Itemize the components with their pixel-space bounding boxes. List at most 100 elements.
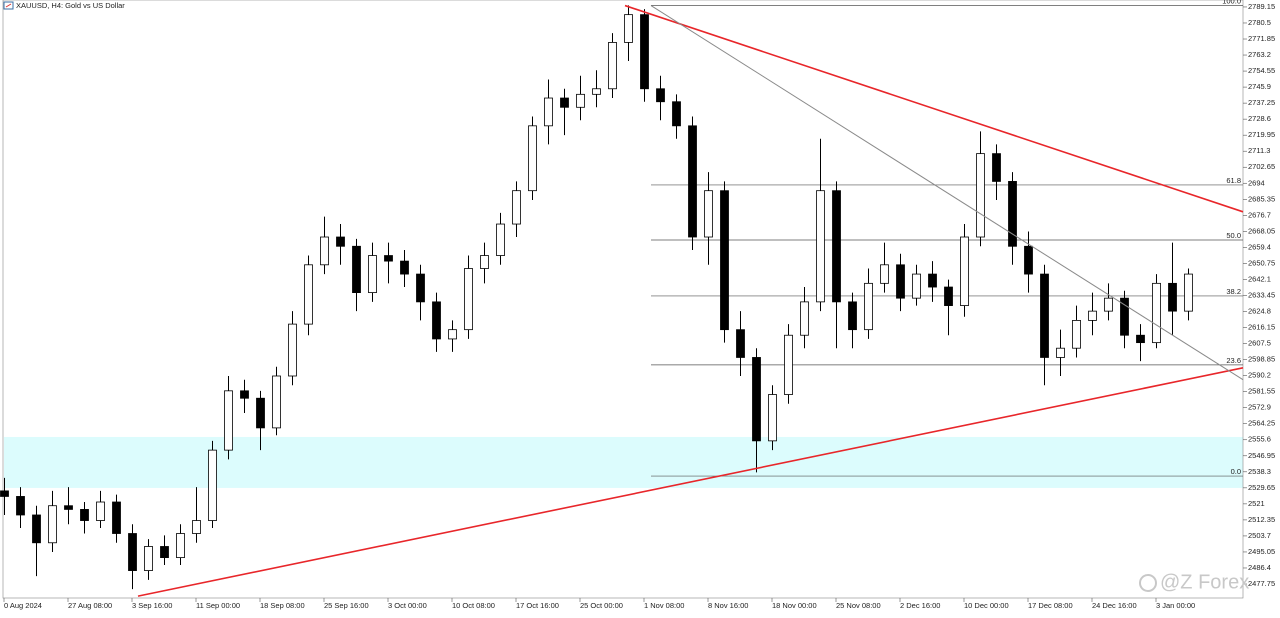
- x-tick-label: 18 Nov 00:00: [772, 601, 817, 610]
- x-tick-label: 11 Sep 00:00: [196, 601, 240, 610]
- candle-body: [800, 301, 809, 336]
- fib-label: 50.0: [1226, 231, 1241, 240]
- watermark: @Z Forex: [1139, 571, 1249, 593]
- candle-body: [816, 190, 825, 303]
- chart-title: XAUUSD, H4: Gold vs US Dollar: [16, 1, 125, 10]
- candle-body: [1040, 273, 1049, 358]
- candle-body: [224, 390, 233, 451]
- candle-body: [608, 42, 617, 90]
- fib-label: 0.0: [1231, 467, 1241, 476]
- fib-label: 100.0: [1222, 0, 1241, 5]
- candle-body: [64, 505, 73, 510]
- y-tick-label: 2685.35: [1248, 194, 1275, 203]
- candle-body: [896, 264, 905, 299]
- candle-body: [160, 546, 169, 559]
- watermark-text: @Z Forex: [1160, 571, 1249, 593]
- candle-body: [320, 236, 329, 266]
- candle-body: [592, 88, 601, 95]
- title-icon: [3, 1, 14, 10]
- candle-body: [720, 190, 729, 331]
- candle-body: [640, 14, 649, 90]
- y-tick-label: 2538.3: [1248, 467, 1271, 476]
- candle-body: [704, 190, 713, 238]
- candle-body: [432, 301, 441, 340]
- candle-body: [512, 190, 521, 225]
- y-tick-label: 2650.75: [1248, 258, 1275, 267]
- x-tick-label: 3 Jan 00:00: [1156, 601, 1195, 610]
- candle-body: [1024, 245, 1033, 275]
- y-tick-label: 2486.4: [1248, 563, 1271, 572]
- candle-body: [16, 496, 25, 516]
- candle-body: [48, 505, 57, 544]
- candle-body: [1136, 334, 1145, 344]
- y-tick-label: 2624.8: [1248, 306, 1271, 315]
- candle-body: [864, 282, 873, 331]
- y-tick-label: 2702.65: [1248, 162, 1275, 171]
- candle-body: [1152, 282, 1161, 344]
- y-tick-label: 2521: [1248, 499, 1265, 508]
- x-tick-label: 3 Sep 16:00: [132, 601, 172, 610]
- y-tick-label: 2737.25: [1248, 98, 1275, 107]
- candle-body: [0, 490, 9, 497]
- x-tick-label: 27 Aug 08:00: [68, 601, 112, 610]
- y-tick-label: 2598.85: [1248, 355, 1275, 364]
- y-tick-label: 2668.05: [1248, 226, 1275, 235]
- candle-body: [944, 286, 953, 306]
- y-tick-label: 2642.1: [1248, 274, 1271, 283]
- candle-body: [416, 273, 425, 303]
- y-tick-label: 2564.25: [1248, 419, 1275, 428]
- y-tick-label: 2503.7: [1248, 531, 1271, 540]
- x-tick-label: 17 Dec 08:00: [1028, 601, 1073, 610]
- x-tick-label: 24 Dec 16:00: [1092, 601, 1137, 610]
- candle-body: [1168, 282, 1177, 312]
- candle-body: [544, 97, 553, 127]
- candle-body: [880, 264, 889, 284]
- x-tick-label: 10 Dec 00:00: [964, 601, 1009, 610]
- x-tick-label: 25 Oct 00:00: [580, 601, 623, 610]
- candle-body: [1056, 347, 1065, 358]
- candle-body: [480, 255, 489, 269]
- y-tick-label: 2546.95: [1248, 451, 1275, 460]
- candle-body: [352, 245, 361, 294]
- y-tick-label: 2633.45: [1248, 290, 1275, 299]
- candle-body: [576, 93, 585, 108]
- candle-body: [656, 88, 665, 103]
- candle-body: [176, 533, 185, 559]
- candle-body: [368, 255, 377, 294]
- y-tick-label: 2581.55: [1248, 387, 1275, 396]
- candle-body: [208, 449, 217, 521]
- y-tick-label: 2512.35: [1248, 515, 1275, 524]
- candle-body: [528, 125, 537, 192]
- y-tick-label: 2590.2: [1248, 371, 1271, 380]
- candle-body: [960, 236, 969, 306]
- candle-body: [96, 501, 105, 521]
- candle-body: [848, 301, 857, 331]
- y-tick-label: 2771.85: [1248, 34, 1275, 43]
- candle-body: [1088, 310, 1097, 321]
- candle-body: [32, 514, 41, 544]
- candle-body: [1072, 320, 1081, 349]
- candle-body: [448, 329, 457, 340]
- y-tick-label: 2745.9: [1248, 82, 1271, 91]
- y-tick-label: 2763.2: [1248, 50, 1271, 59]
- y-tick-label: 2495.05: [1248, 547, 1275, 556]
- trendline: [650, 5, 1244, 381]
- candle-body: [240, 390, 249, 399]
- x-tick-label: 17 Oct 16:00: [516, 601, 559, 610]
- y-tick-label: 2477.75: [1248, 579, 1275, 588]
- candle-body: [272, 375, 281, 429]
- y-tick-label: 2616.15: [1248, 323, 1275, 332]
- zone: [4, 436, 1243, 488]
- candle-body: [144, 546, 153, 571]
- fib-label: 61.8: [1226, 176, 1241, 185]
- candle-body: [768, 394, 777, 442]
- candle-body: [624, 14, 633, 43]
- candle-body: [688, 125, 697, 238]
- candle-body: [304, 264, 313, 325]
- y-tick-label: 2555.6: [1248, 435, 1271, 444]
- x-tick-label: 10 Oct 08:00: [452, 601, 495, 610]
- y-tick-label: 2711.3: [1248, 146, 1270, 155]
- y-tick-label: 2676.7: [1248, 210, 1271, 219]
- x-tick-label: 0 Aug 2024: [4, 601, 42, 610]
- candle-body: [496, 223, 505, 256]
